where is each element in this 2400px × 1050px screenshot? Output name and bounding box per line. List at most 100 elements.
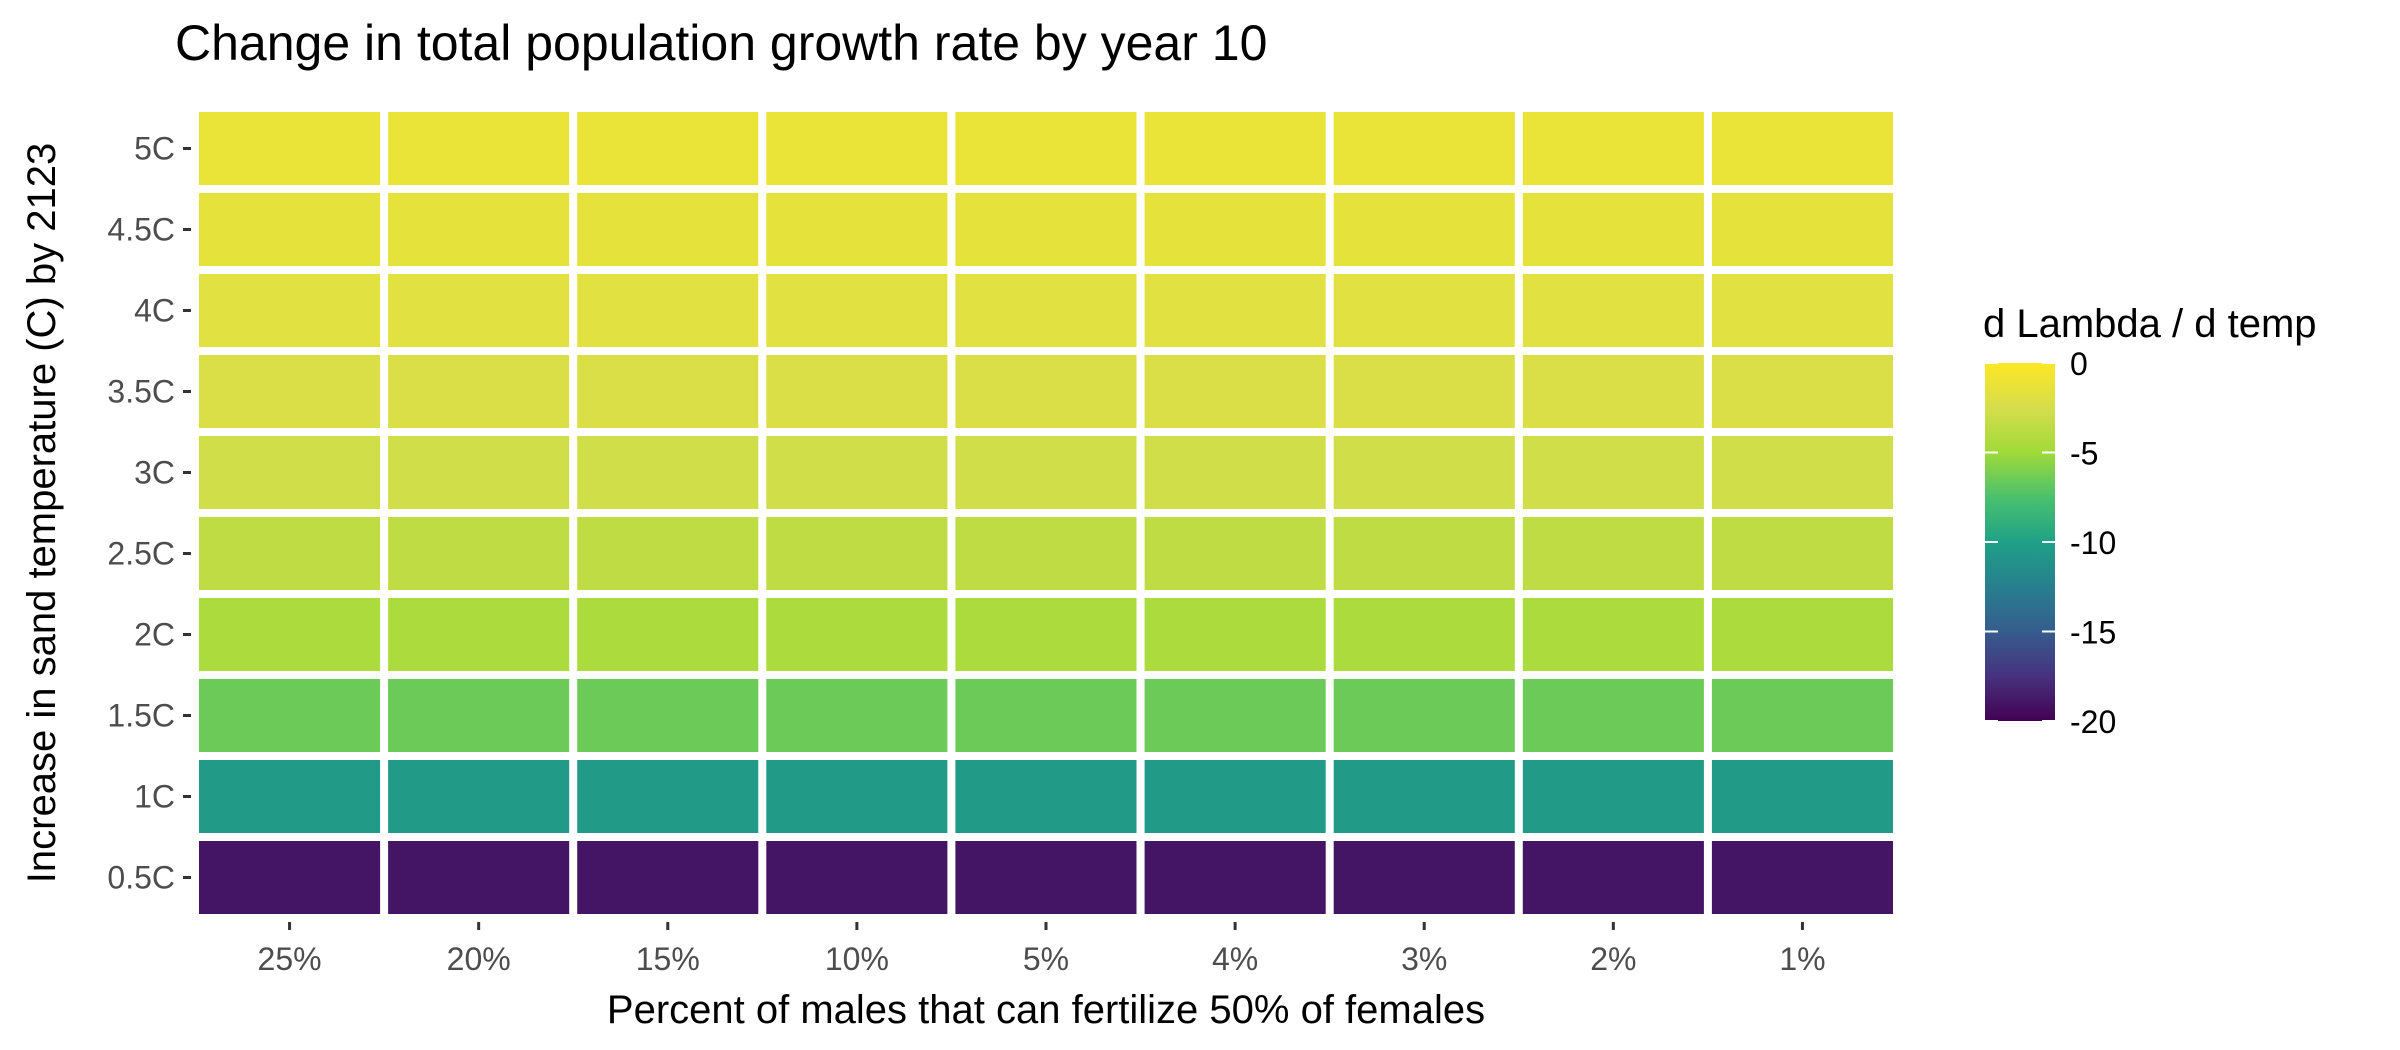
y-tick-label: 0.5C xyxy=(107,860,175,896)
heatmap-tile xyxy=(1144,193,1326,266)
heatmap-tile xyxy=(766,274,948,347)
heatmap-tile xyxy=(1144,598,1326,671)
heatmap-tile xyxy=(199,679,381,752)
heatmap-tile xyxy=(1144,274,1326,347)
y-tick-label: 4.5C xyxy=(107,212,175,248)
heatmap-tile xyxy=(199,436,381,509)
heatmap-tile xyxy=(766,193,948,266)
heatmap-tile xyxy=(955,112,1137,185)
x-tick-label: 10% xyxy=(825,941,889,977)
heatmap-tile xyxy=(388,679,570,752)
heatmap-tile xyxy=(1711,274,1893,347)
heatmap-tile xyxy=(388,841,570,914)
heatmap-tile xyxy=(1711,436,1893,509)
heatmap-tile xyxy=(199,193,381,266)
y-tick-label: 4C xyxy=(134,293,175,329)
heatmap-tile xyxy=(766,436,948,509)
heatmap-tile xyxy=(577,760,759,833)
y-tick-label: 5C xyxy=(134,131,175,167)
legend-tick-label: 0 xyxy=(2070,346,2088,382)
x-tick-label: 25% xyxy=(258,941,322,977)
heatmap-tile xyxy=(388,760,570,833)
heatmap-tile xyxy=(1522,274,1704,347)
legend-tick-label: -10 xyxy=(2070,525,2116,561)
heatmap-tile xyxy=(1333,598,1515,671)
heatmap-tile xyxy=(766,355,948,428)
legend-ticks: 0 -5 -10 -15 -20 xyxy=(1985,346,2116,740)
y-tick-label: 3C xyxy=(134,455,175,491)
x-tick-label: 20% xyxy=(447,941,511,977)
heatmap-tile xyxy=(1333,112,1515,185)
x-tick-label: 1% xyxy=(1779,941,1825,977)
heatmap-tile xyxy=(1522,598,1704,671)
heatmap-tile xyxy=(1144,355,1326,428)
y-tick-label: 2C xyxy=(134,617,175,653)
heatmap-tile xyxy=(199,274,381,347)
heatmap-tile xyxy=(1711,112,1893,185)
heatmap-tile xyxy=(577,193,759,266)
heatmap-tile xyxy=(577,517,759,590)
heatmap-tile xyxy=(1333,679,1515,752)
heatmap-tile xyxy=(1333,841,1515,914)
heatmap-tile xyxy=(1522,679,1704,752)
heatmap-tile xyxy=(955,841,1137,914)
heatmap-tile xyxy=(1144,841,1326,914)
heatmap-tile xyxy=(388,517,570,590)
heatmap-tile xyxy=(1522,193,1704,266)
heatmap-tile xyxy=(577,436,759,509)
heatmap-tiles xyxy=(199,112,1893,914)
y-tick-label: 1.5C xyxy=(107,698,175,734)
x-tick-label: 3% xyxy=(1401,941,1447,977)
heatmap-tile xyxy=(766,760,948,833)
heatmap-tile xyxy=(577,598,759,671)
x-tick-label: 15% xyxy=(636,941,700,977)
heatmap-tile xyxy=(388,112,570,185)
heatmap-tile xyxy=(199,760,381,833)
heatmap-tile xyxy=(577,679,759,752)
legend-title: d Lambda / d temp xyxy=(1983,302,2317,346)
x-tick-label: 4% xyxy=(1212,941,1258,977)
heatmap-tile xyxy=(388,274,570,347)
heatmap-tile xyxy=(955,274,1137,347)
heatmap-tile xyxy=(955,517,1137,590)
y-axis-title: Increase in sand temperature (C) by 2123 xyxy=(20,143,64,883)
legend-tick-label: -5 xyxy=(2070,436,2098,472)
heatmap-tile xyxy=(955,679,1137,752)
heatmap-tile xyxy=(199,355,381,428)
heatmap-tile xyxy=(1711,193,1893,266)
heatmap-tile xyxy=(1144,517,1326,590)
heatmap-tile xyxy=(388,436,570,509)
heatmap-tile xyxy=(1144,436,1326,509)
heatmap-tile xyxy=(1333,274,1515,347)
heatmap-tile xyxy=(199,598,381,671)
heatmap-tile xyxy=(1522,436,1704,509)
heatmap-tile xyxy=(1333,436,1515,509)
heatmap-tile xyxy=(1711,598,1893,671)
heatmap-tile xyxy=(388,355,570,428)
heatmap-tile xyxy=(199,841,381,914)
heatmap-tile xyxy=(1333,760,1515,833)
heatmap-tile xyxy=(199,112,381,185)
color-legend: d Lambda / d temp 0 -5 -10 -15 -20 xyxy=(1983,302,2317,740)
chart-title: Change in total population growth rate b… xyxy=(175,15,1267,71)
heatmap-tile xyxy=(1522,355,1704,428)
heatmap-tile xyxy=(766,517,948,590)
legend-tick-label: -15 xyxy=(2070,615,2116,651)
heatmap-tile xyxy=(388,598,570,671)
y-tick-label: 3.5C xyxy=(107,374,175,410)
heatmap-tile xyxy=(1711,841,1893,914)
heatmap-tile xyxy=(199,517,381,590)
y-tick-label: 1C xyxy=(134,779,175,815)
y-axis: 5C 4.5C 4C 3.5C 3C 2.5C 2C 1.5C 1C 0.5C xyxy=(107,131,191,896)
heatmap-tile xyxy=(1522,760,1704,833)
heatmap-tile xyxy=(577,841,759,914)
heatmap-tile xyxy=(766,598,948,671)
heatmap-tile xyxy=(1711,760,1893,833)
heatmap-tile xyxy=(955,598,1137,671)
heatmap-tile xyxy=(1711,679,1893,752)
heatmap-tile xyxy=(955,436,1137,509)
legend-tick-label: -20 xyxy=(2070,704,2116,740)
heatmap-tile xyxy=(1522,517,1704,590)
heatmap-tile xyxy=(766,841,948,914)
